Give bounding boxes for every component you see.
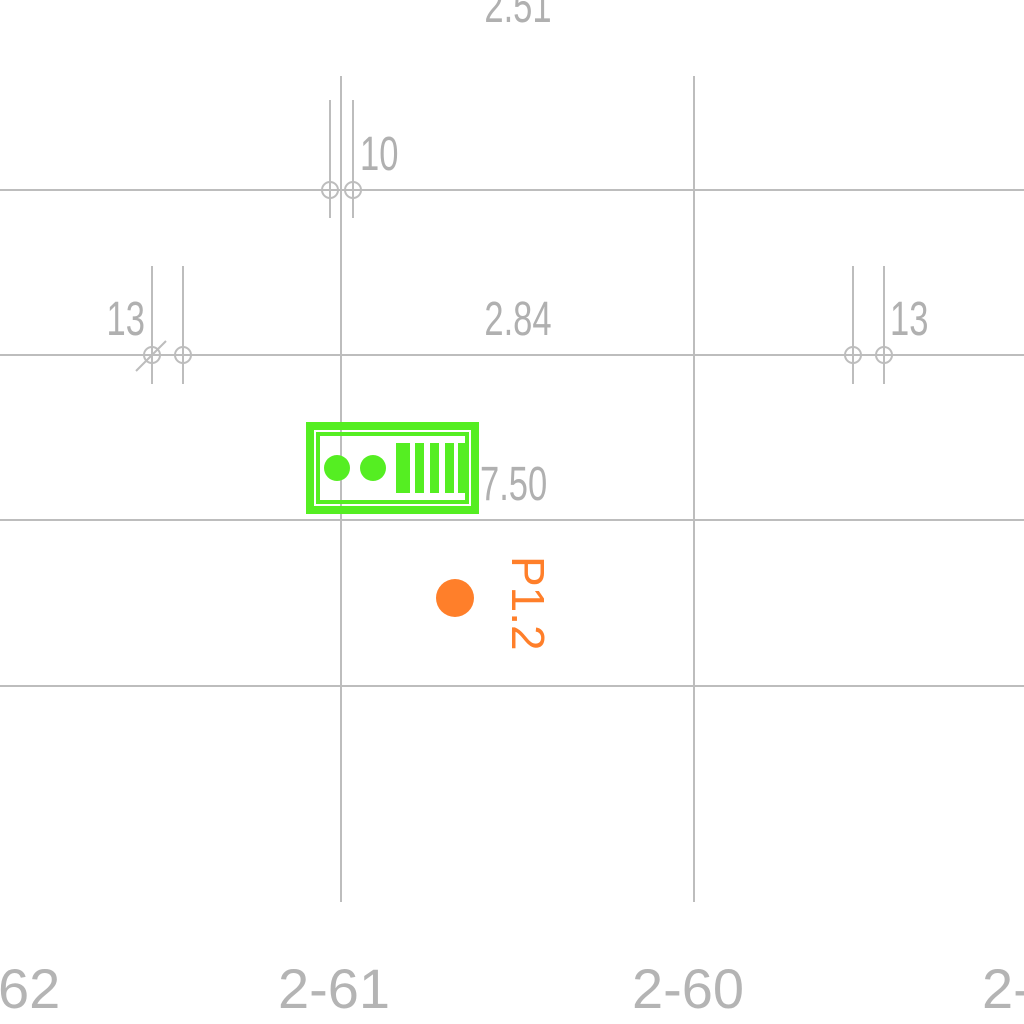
tick-left-slash bbox=[135, 340, 167, 372]
dimension-ticks bbox=[135, 100, 893, 384]
grid-axis-label-2-61: 2-61 bbox=[278, 957, 390, 1020]
dimension-top-label: 2.51 bbox=[484, 0, 551, 32]
dimension-span-low: 7.50 bbox=[480, 456, 547, 510]
dimension-gap-right: 13 bbox=[890, 291, 928, 345]
point-marker-icon[interactable] bbox=[436, 579, 474, 617]
grid-axis-label-right: 2- bbox=[982, 957, 1024, 1020]
tick-left-b-circle bbox=[174, 346, 192, 364]
battery-pack-icon[interactable] bbox=[306, 422, 479, 514]
dimension-gap-left: 13 bbox=[107, 291, 145, 345]
tick-top-a-circle bbox=[321, 181, 339, 199]
tick-right-b-circle bbox=[875, 346, 893, 364]
tick-left-a-circle bbox=[143, 346, 161, 364]
dimension-span-mid: 2.84 bbox=[484, 291, 551, 345]
tick-top-b-circle bbox=[344, 181, 362, 199]
point-label: P1.2 bbox=[502, 556, 554, 651]
tick-right-a-circle bbox=[844, 346, 862, 364]
grid-lines bbox=[0, 76, 1024, 902]
grid-axis-label-left: 62 bbox=[0, 957, 60, 1020]
grid-axis-label-2-60: 2-60 bbox=[632, 957, 744, 1020]
dimension-gap-top: 10 bbox=[360, 126, 398, 180]
